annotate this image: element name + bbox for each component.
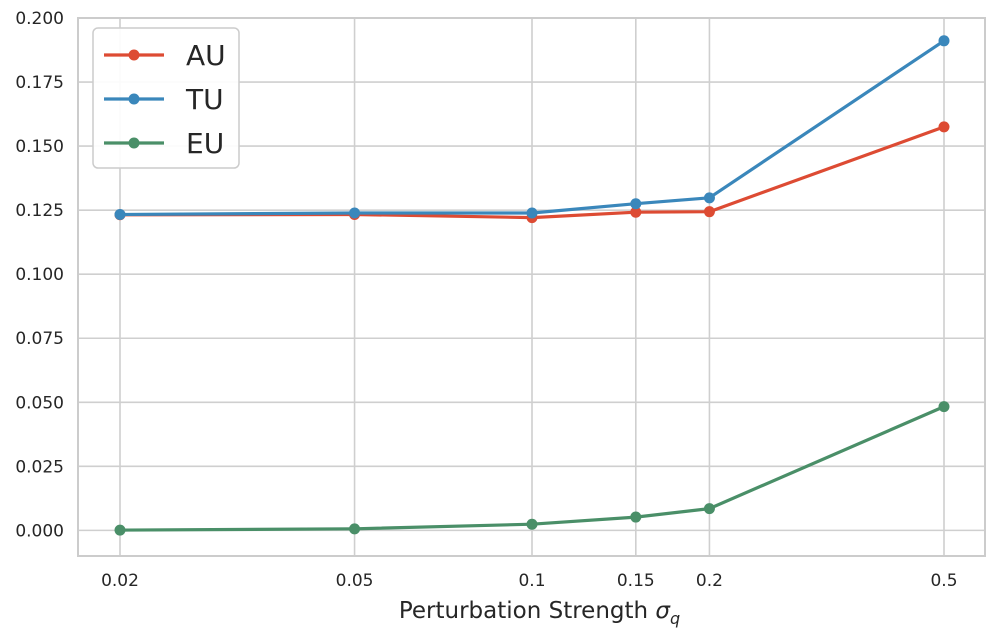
y-tick-label: 0.175	[15, 73, 64, 93]
data-point-tu	[630, 198, 642, 210]
y-tick-label: 0.075	[15, 329, 64, 349]
y-tick-label: 0.050	[15, 393, 64, 413]
data-point-au	[703, 206, 715, 218]
data-point-tu	[349, 207, 361, 219]
y-tick-label: 0.000	[15, 521, 64, 541]
x-tick-label: 0.5	[930, 571, 957, 591]
legend-label-au: AU	[186, 39, 226, 72]
legend-label-eu: EU	[186, 127, 224, 160]
x-axis-title-text: Perturbation Strength	[399, 598, 648, 624]
legend-marker-eu	[128, 137, 140, 149]
data-point-eu	[703, 503, 715, 515]
series-eu	[114, 401, 950, 536]
data-point-eu	[114, 524, 126, 536]
data-point-au	[630, 206, 642, 218]
legend-label-tu: TU	[185, 83, 224, 116]
data-point-au	[938, 121, 950, 133]
x-tick-label: 0.1	[518, 571, 545, 591]
data-point-tu	[938, 35, 950, 47]
legend: AU TU EU	[92, 27, 240, 169]
y-tick-label: 0.125	[15, 201, 64, 221]
y-tick-label: 0.200	[15, 9, 64, 29]
plot-frame	[77, 17, 986, 557]
data-point-eu	[349, 523, 361, 535]
legend-marker-tu	[128, 93, 140, 105]
legend-box	[92, 27, 240, 169]
x-axis-title: Perturbation Strength σq	[399, 598, 680, 628]
series-line-tu	[118, 39, 946, 217]
data-point-tu	[526, 207, 538, 219]
series-lines	[114, 35, 950, 536]
x-tick-label: 0.05	[336, 571, 374, 591]
data-point-eu	[526, 518, 538, 530]
legend-marker-au	[128, 49, 140, 61]
x-axis-ticks: 0.02 0.05 0.1 0.15 0.2 0.5	[101, 571, 957, 591]
series-line-eu	[118, 405, 946, 532]
data-point-eu	[938, 401, 950, 413]
x-tick-label: 0.02	[101, 571, 139, 591]
data-point-tu	[114, 208, 126, 220]
data-point-tu	[703, 192, 715, 204]
y-tick-label: 0.025	[15, 457, 64, 477]
data-point-eu	[630, 511, 642, 523]
y-tick-label: 0.150	[15, 137, 64, 157]
y-tick-label: 0.100	[15, 265, 64, 285]
y-axis-ticks: 0.000 0.025 0.050 0.075 0.100 0.125 0.150 0.175…	[15, 9, 64, 541]
x-tick-label: 0.2	[696, 571, 723, 591]
x-axis-title-subscript: q	[670, 609, 680, 628]
x-tick-label: 0.15	[617, 571, 655, 591]
x-axis-title-symbol: σ	[655, 598, 671, 624]
series-tu	[114, 35, 950, 220]
